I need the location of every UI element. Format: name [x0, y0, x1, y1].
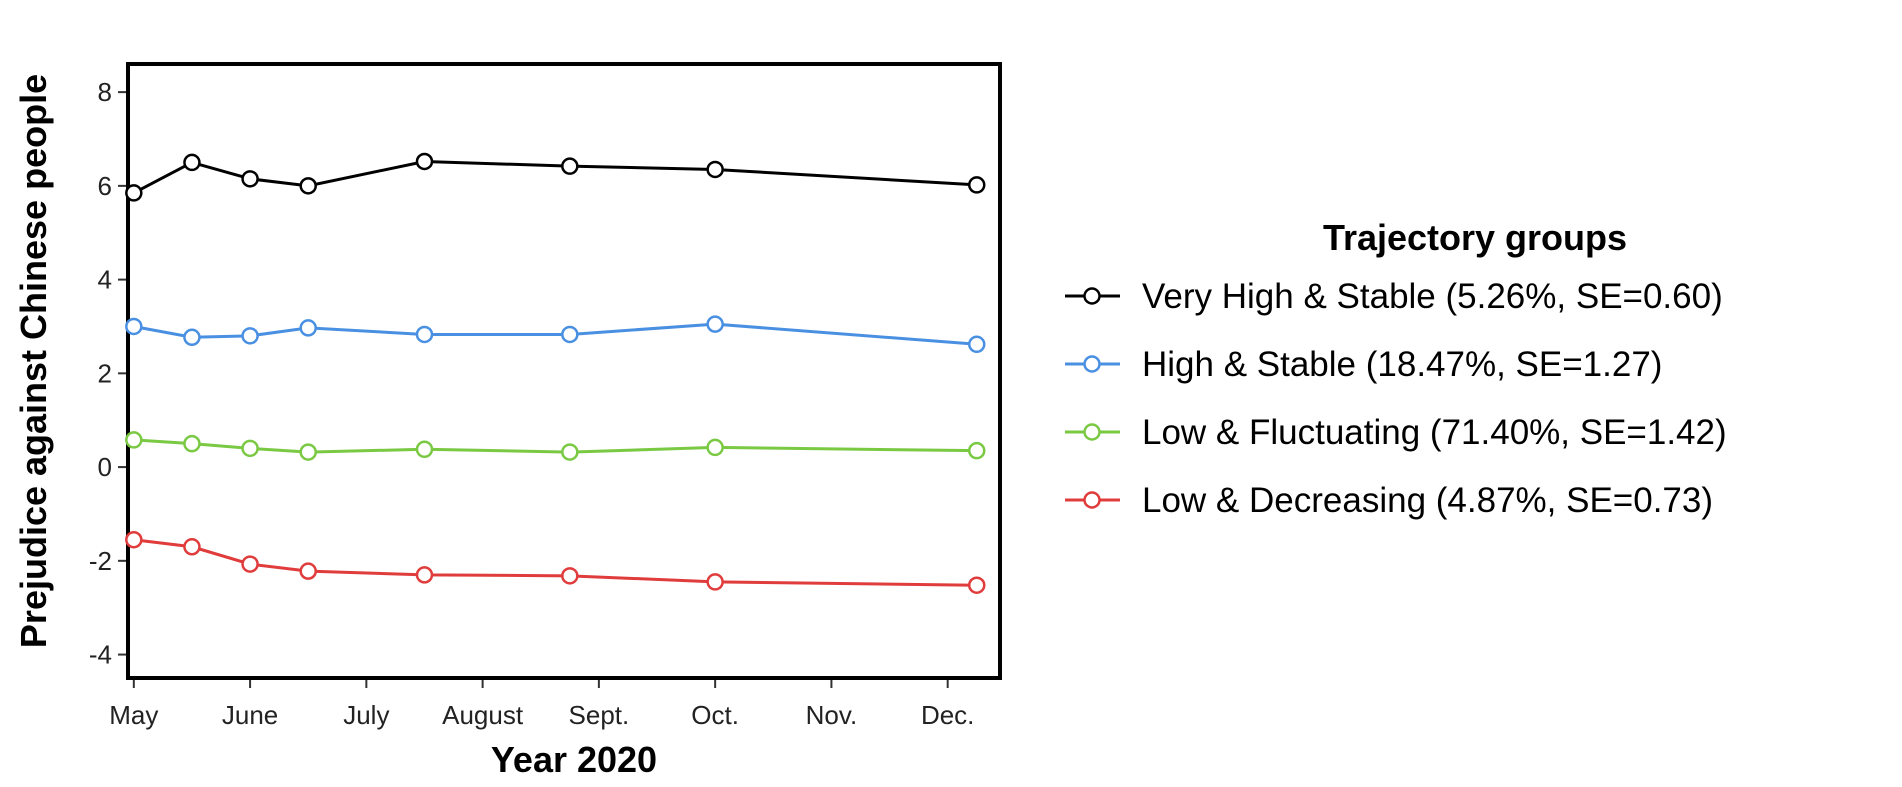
data-point — [706, 160, 724, 179]
data-point — [967, 576, 986, 594]
legend-label: Very High & Stable (5.26%, SE=0.60) — [1142, 277, 1723, 316]
x-tick-label: July — [343, 700, 389, 730]
data-point — [183, 434, 201, 453]
data-point — [299, 319, 317, 337]
x-tick-label: Dec. — [921, 700, 974, 730]
x-tick-label: June — [222, 700, 278, 730]
data-point — [415, 440, 434, 459]
series-line — [133, 159, 977, 195]
data-point — [967, 335, 986, 354]
series-line — [133, 538, 977, 587]
data-point — [415, 325, 434, 344]
y-tick-label: -2 — [89, 546, 112, 576]
y-tick-label: 4 — [98, 265, 112, 295]
legend-swatch-marker — [1083, 287, 1101, 305]
data-point — [125, 431, 143, 449]
data-point — [706, 438, 724, 457]
data-point — [561, 157, 579, 175]
data-point — [299, 443, 317, 461]
plot-border — [126, 62, 1002, 680]
data-point — [125, 317, 143, 336]
y-axis-title: Prejudice against Chinese people — [13, 74, 54, 648]
series-line — [133, 438, 977, 454]
data-point — [241, 555, 259, 573]
data-point — [415, 566, 434, 584]
data-point — [183, 153, 201, 172]
data-point — [561, 567, 579, 585]
y-tick-label: 2 — [98, 358, 112, 388]
data-point — [125, 184, 143, 202]
series-1 — [125, 152, 986, 202]
legend-label: Low & Decreasing (4.87%, SE=0.73) — [1142, 481, 1713, 520]
legend: Trajectory groups Very High & Stable (5.… — [1065, 217, 1727, 520]
data-point — [967, 176, 986, 194]
axis-ticks: -4 -2 0 2 4 6 8 May June July August Sept. Oct. Nov. D… — [89, 77, 975, 730]
legend-item: Low & Decreasing (4.87%, SE=0.73) — [1065, 481, 1713, 520]
x-axis-title: Year 2020 — [491, 739, 657, 780]
legend-swatch-marker — [1083, 355, 1101, 373]
x-tick-label: Nov. — [806, 700, 858, 730]
data-point — [967, 441, 986, 460]
data-point — [561, 443, 579, 461]
x-tick-label: Sept. — [569, 700, 630, 730]
series-2 — [125, 315, 986, 354]
series-line — [133, 322, 977, 346]
x-tick-label: May — [109, 700, 158, 730]
y-tick-label: 0 — [98, 452, 112, 482]
y-tick-label: -4 — [89, 640, 112, 670]
legend-item: Low & Fluctuating (71.40%, SE=1.42) — [1065, 413, 1727, 452]
plot-area — [126, 62, 1002, 680]
x-tick-label: August — [442, 700, 524, 730]
data-point — [183, 538, 201, 556]
data-point — [125, 530, 143, 549]
data-point — [241, 170, 259, 188]
data-point — [299, 177, 317, 195]
data-point — [299, 562, 317, 580]
data-point — [241, 327, 259, 345]
legend-item: High & Stable (18.47%, SE=1.27) — [1065, 345, 1662, 384]
data-point — [183, 328, 201, 347]
x-tick-label: Oct. — [691, 700, 739, 730]
data-point — [241, 439, 259, 458]
legend-label: Low & Fluctuating (71.40%, SE=1.42) — [1142, 413, 1727, 452]
legend-swatch-marker — [1083, 423, 1101, 441]
legend-title: Trajectory groups — [1323, 217, 1627, 258]
y-tick-label: 6 — [98, 171, 112, 201]
series-3 — [125, 431, 986, 461]
legend-swatch-marker — [1083, 491, 1101, 509]
series-layer — [125, 152, 986, 594]
data-point — [706, 315, 724, 333]
y-tick-label: 8 — [98, 77, 112, 107]
legend-item: Very High & Stable (5.26%, SE=0.60) — [1065, 277, 1723, 316]
data-point — [415, 152, 434, 171]
legend-label: High & Stable (18.47%, SE=1.27) — [1142, 345, 1662, 384]
data-point — [706, 573, 724, 591]
series-4 — [125, 530, 986, 594]
data-point — [561, 325, 579, 344]
